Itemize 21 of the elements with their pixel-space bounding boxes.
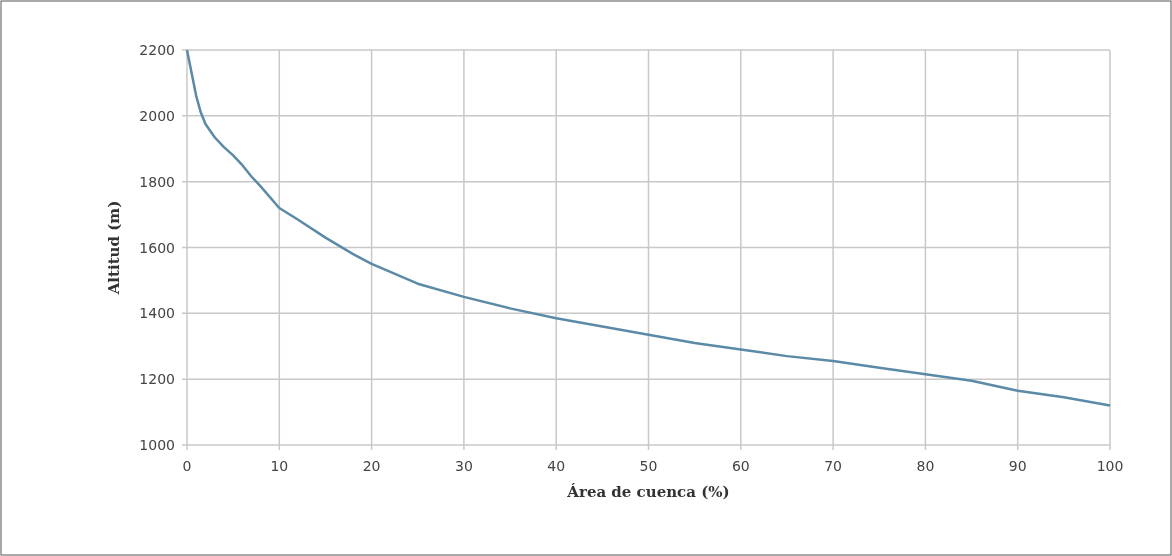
y-tick-label: 1400 xyxy=(139,305,175,322)
x-tick-label: 50 xyxy=(639,458,658,474)
x-axis-title: Área de cuenca (%) xyxy=(566,483,730,501)
y-tick-label: 1800 xyxy=(139,173,175,190)
x-tick-label: 90 xyxy=(1008,458,1027,474)
x-tick-label: 80 xyxy=(916,458,935,474)
x-tick-label: 0 xyxy=(182,458,192,474)
x-tick-label: 40 xyxy=(547,458,566,474)
x-tick-label: 70 xyxy=(824,458,843,474)
y-tick-label: 1200 xyxy=(139,371,175,388)
x-tick-label: 20 xyxy=(362,458,381,474)
y-tick-label: 2000 xyxy=(139,107,175,124)
line-series xyxy=(185,48,1112,407)
y-tick-label: 1600 xyxy=(139,239,175,256)
y-tick-label: 1000 xyxy=(139,437,175,453)
x-tick-label: 60 xyxy=(731,458,750,474)
x-tick-label: 10 xyxy=(270,458,289,474)
x-tick-label: 100 xyxy=(1096,458,1124,474)
y-tick-label: 2200 xyxy=(139,42,175,58)
x-tick-label: 30 xyxy=(454,458,473,474)
y-axis-title: Altitud (m) xyxy=(105,200,123,296)
